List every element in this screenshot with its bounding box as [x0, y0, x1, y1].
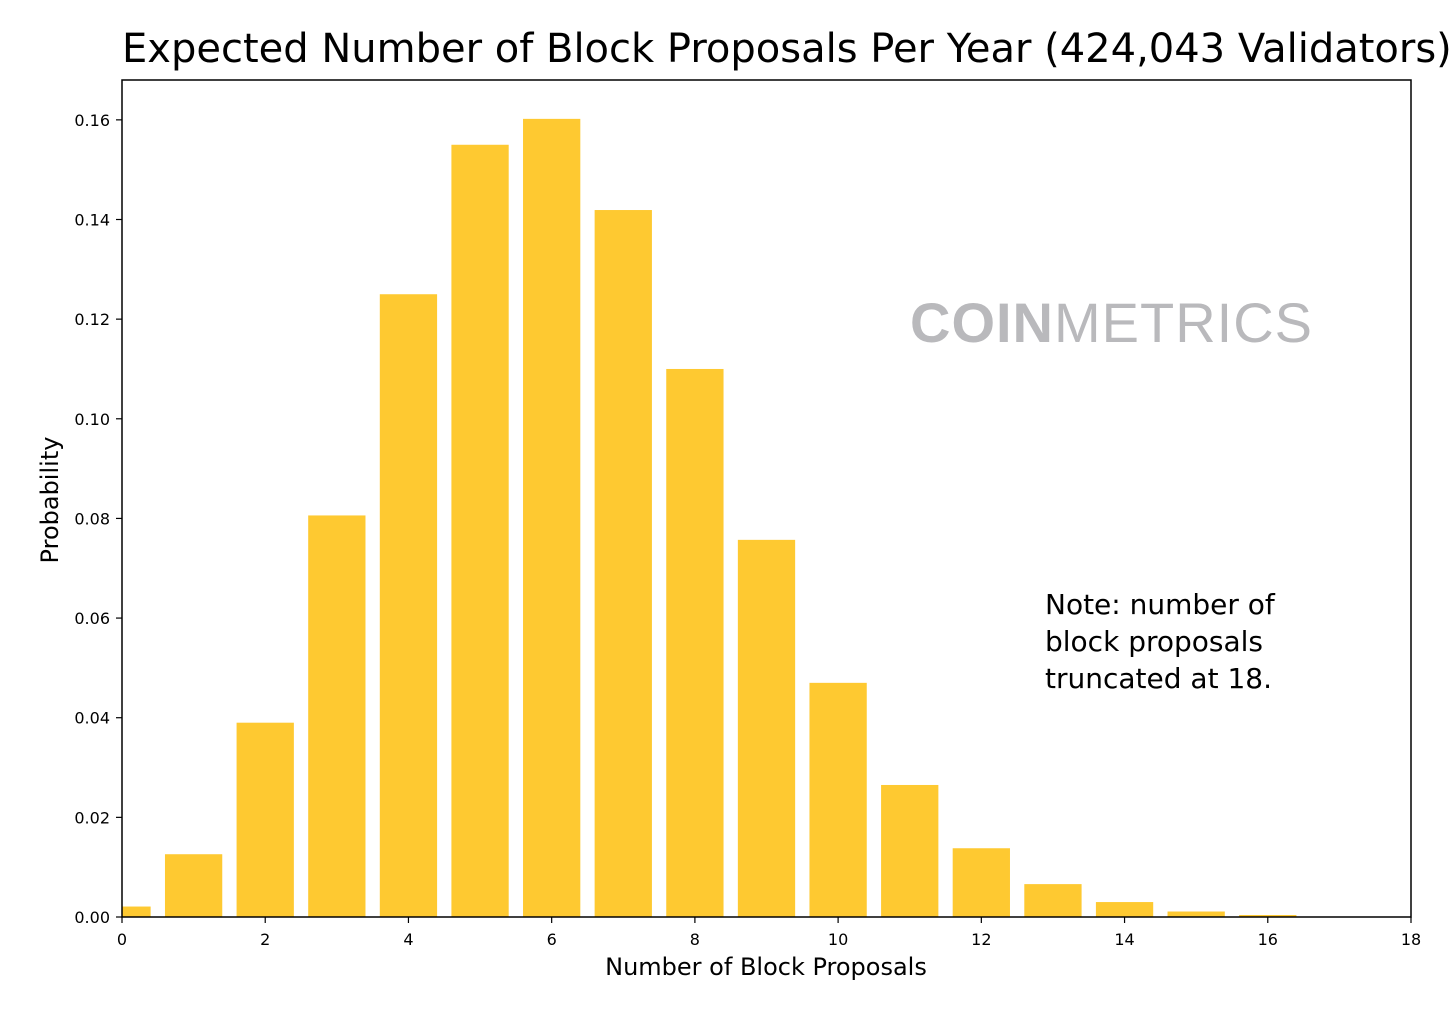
plot-frame — [121, 79, 1412, 918]
bar-1 — [164, 854, 223, 917]
bar-12 — [952, 848, 1010, 917]
bar-7 — [594, 210, 652, 917]
x-axis-label: Number of Block Proposals — [605, 953, 927, 981]
y-tick-label: 0.00 — [74, 908, 110, 927]
y-tick-label: 0.06 — [74, 609, 110, 628]
bar-8 — [666, 368, 724, 917]
bars-group — [122, 118, 1369, 918]
y-axis-label: Probability — [36, 436, 64, 564]
x-tick-label: 0 — [117, 930, 127, 949]
bar-2 — [236, 722, 294, 917]
bar-15 — [1167, 911, 1225, 917]
bar-14 — [1095, 902, 1154, 917]
bar-4 — [379, 294, 438, 917]
y-axis-ticks: 0.00 0.02 0.04 0.06 0.08 0.10 0.12 0.14 0.16 — [74, 111, 122, 927]
chart-annotation: Note: number of block proposals truncate… — [1045, 588, 1275, 695]
bar-0 — [122, 906, 151, 917]
y-tick-label: 0.10 — [74, 410, 110, 429]
x-tick-label: 18 — [1401, 930, 1421, 949]
x-tick-label: 8 — [690, 930, 700, 949]
bar-6 — [523, 118, 581, 917]
y-tick-label: 0.12 — [74, 310, 110, 329]
x-tick-label: 4 — [403, 930, 413, 949]
bar-10 — [809, 682, 867, 917]
bar-13 — [1024, 884, 1082, 917]
y-tick-label: 0.16 — [74, 111, 110, 130]
watermark-light-text: METRICS — [1054, 291, 1313, 354]
x-axis-ticks: 0 2 4 6 8 10 12 14 16 18 — [117, 917, 1421, 949]
y-tick-label: 0.08 — [74, 509, 110, 528]
y-tick-label: 0.02 — [74, 808, 110, 827]
x-tick-label: 14 — [1114, 930, 1134, 949]
chart-title: Expected Number of Block Proposals Per Y… — [122, 26, 1452, 72]
y-tick-label: 0.04 — [74, 709, 110, 728]
bar-3 — [308, 515, 366, 917]
bar-9 — [737, 539, 796, 917]
x-tick-label: 12 — [971, 930, 991, 949]
bar-5 — [451, 144, 509, 918]
y-tick-label: 0.14 — [74, 211, 110, 230]
x-tick-label: 10 — [828, 930, 848, 949]
bar-16 — [1239, 915, 1297, 917]
x-tick-label: 6 — [547, 930, 557, 949]
watermark-bold-text: COIN — [910, 291, 1054, 354]
bar-11 — [881, 784, 939, 917]
x-tick-label: 16 — [1258, 930, 1278, 949]
coinmetrics-watermark-logo: COINMETRICS — [910, 290, 1313, 355]
x-tick-label: 2 — [260, 930, 270, 949]
